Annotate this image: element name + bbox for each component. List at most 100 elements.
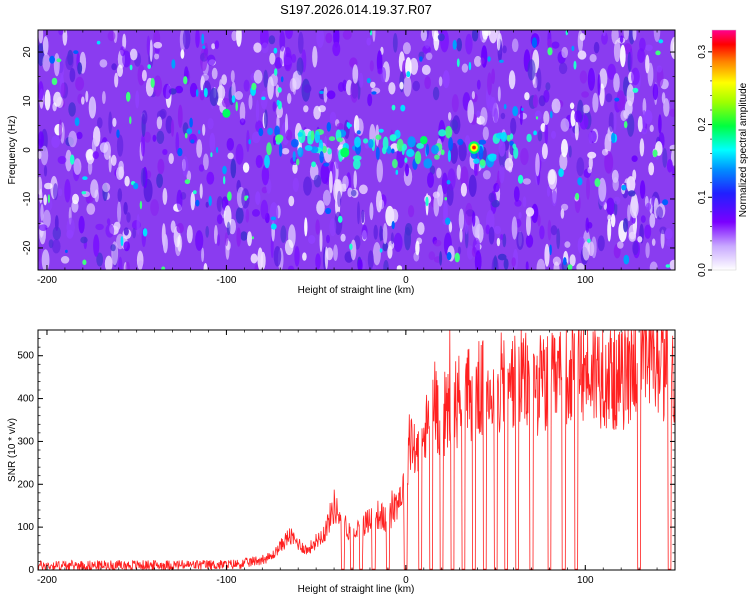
heatmap-cell — [569, 102, 575, 110]
heatmap-cell — [524, 92, 530, 101]
heatmap-cell — [255, 155, 263, 168]
heatmap-cell — [458, 208, 465, 231]
heatmap-cell — [93, 234, 100, 257]
heatmap-cell — [216, 234, 221, 246]
heatmap-y-axis-label: Frequency (Hz) — [7, 116, 18, 185]
snr-y-ticks: 0 100 200 300 400 500 — [17, 338, 675, 576]
heatmap-cell — [629, 197, 639, 219]
heatmap-cell — [202, 45, 206, 49]
heatmap-cell — [623, 30, 630, 41]
heatmap-cell — [560, 118, 570, 132]
heatmap-cell — [659, 226, 667, 235]
heatmap-cell — [287, 93, 292, 104]
heatmap-cell — [184, 179, 191, 185]
heatmap-cell — [313, 105, 321, 120]
heatmap-cell — [274, 57, 283, 69]
heatmap-cell — [53, 52, 60, 77]
heatmap-cell — [156, 173, 164, 188]
heatmap-cell — [459, 228, 463, 243]
heatmap-cell — [645, 54, 650, 74]
heatmap-cell — [274, 68, 278, 76]
heatmap-cell — [607, 214, 612, 221]
heatmap-cell — [199, 183, 203, 199]
heatmap-cell — [393, 232, 403, 252]
heatmap-cell — [280, 76, 284, 83]
heatmap-cell — [303, 176, 312, 196]
heatmap-cell — [325, 32, 333, 44]
heatmap-cell — [68, 102, 76, 117]
heatmap-cell — [569, 254, 576, 267]
heatmap-cell — [632, 30, 637, 41]
heatmap-cell — [223, 176, 226, 185]
snr-x-axis-label: Height of straight line (km) — [298, 584, 415, 595]
heatmap-cell — [276, 105, 283, 118]
heatmap-cell — [315, 219, 320, 235]
heatmap-cell — [567, 264, 573, 270]
heatmap-cell — [162, 187, 168, 205]
heatmap-cell — [494, 225, 501, 235]
heatmap-cell — [42, 209, 51, 228]
heatmap-cell — [467, 245, 474, 260]
heatmap-cell — [658, 39, 664, 44]
heatmap-cell — [404, 227, 411, 251]
heatmap-cell — [108, 111, 113, 134]
heatmap-cell — [536, 258, 546, 270]
heatmap-cell — [106, 218, 111, 225]
heatmap-cell — [656, 206, 664, 220]
heatmap-cell — [520, 147, 529, 166]
heatmap-cell — [439, 251, 443, 266]
heatmap-cell — [467, 99, 475, 124]
heatmap-cell — [652, 149, 658, 158]
heatmap-cell — [73, 50, 79, 54]
heatmap-cell — [152, 134, 157, 142]
heatmap-cell — [579, 33, 586, 41]
heatmap-cell — [472, 237, 481, 255]
heatmap-cell — [195, 230, 204, 251]
heatmap-cell — [266, 142, 272, 156]
heatmap-cell — [535, 116, 539, 120]
heatmap-cell — [263, 69, 269, 88]
y-tick-label: 400 — [17, 394, 34, 405]
heatmap-cell — [292, 151, 296, 162]
heatmap-cell — [153, 30, 161, 46]
heatmap-cell — [497, 253, 507, 261]
heatmap-cell — [613, 73, 620, 93]
heatmap-cell — [203, 87, 208, 98]
heatmap-cell — [81, 96, 85, 105]
heatmap-cell — [189, 117, 193, 128]
heatmap-cell — [388, 82, 396, 95]
x-tick-label: -200 — [37, 275, 57, 286]
heatmap-cell — [500, 234, 504, 240]
heatmap-cell — [326, 90, 336, 100]
heatmap-cell — [599, 68, 608, 89]
heatmap-cell — [270, 223, 277, 230]
heatmap-cell — [539, 225, 545, 240]
heatmap-cell — [639, 37, 646, 52]
heatmap-cell — [417, 222, 425, 235]
heatmap-cell — [409, 57, 419, 75]
x-tick-label: 100 — [577, 275, 594, 286]
heatmap-cell — [561, 46, 568, 59]
heatmap-cell — [136, 250, 144, 270]
heatmap-y-ticks: -20 -10 0 10 20 — [22, 46, 675, 255]
heatmap-cell — [358, 72, 364, 88]
heatmap-cell — [122, 50, 131, 68]
heatmap-cell — [223, 205, 232, 229]
heatmap-cell — [396, 265, 403, 270]
heatmap-cell — [468, 61, 472, 71]
heatmap-cell — [76, 131, 83, 140]
heatmap-cell — [116, 129, 120, 138]
y-tick-label: 0 — [22, 147, 33, 153]
heatmap-cell — [450, 119, 459, 131]
heatmap-cell — [310, 130, 315, 142]
heatmap-cell — [401, 145, 405, 156]
heatmap-cell — [99, 59, 108, 68]
heatmap-cell — [86, 203, 96, 215]
heatmap-cell — [563, 257, 567, 266]
heatmap-cell — [312, 45, 318, 68]
heatmap-cell — [576, 157, 585, 177]
heatmap-cell — [592, 92, 599, 113]
heatmap-cell — [487, 56, 491, 62]
heatmap-cell — [105, 223, 115, 238]
heatmap-cell — [458, 141, 467, 162]
